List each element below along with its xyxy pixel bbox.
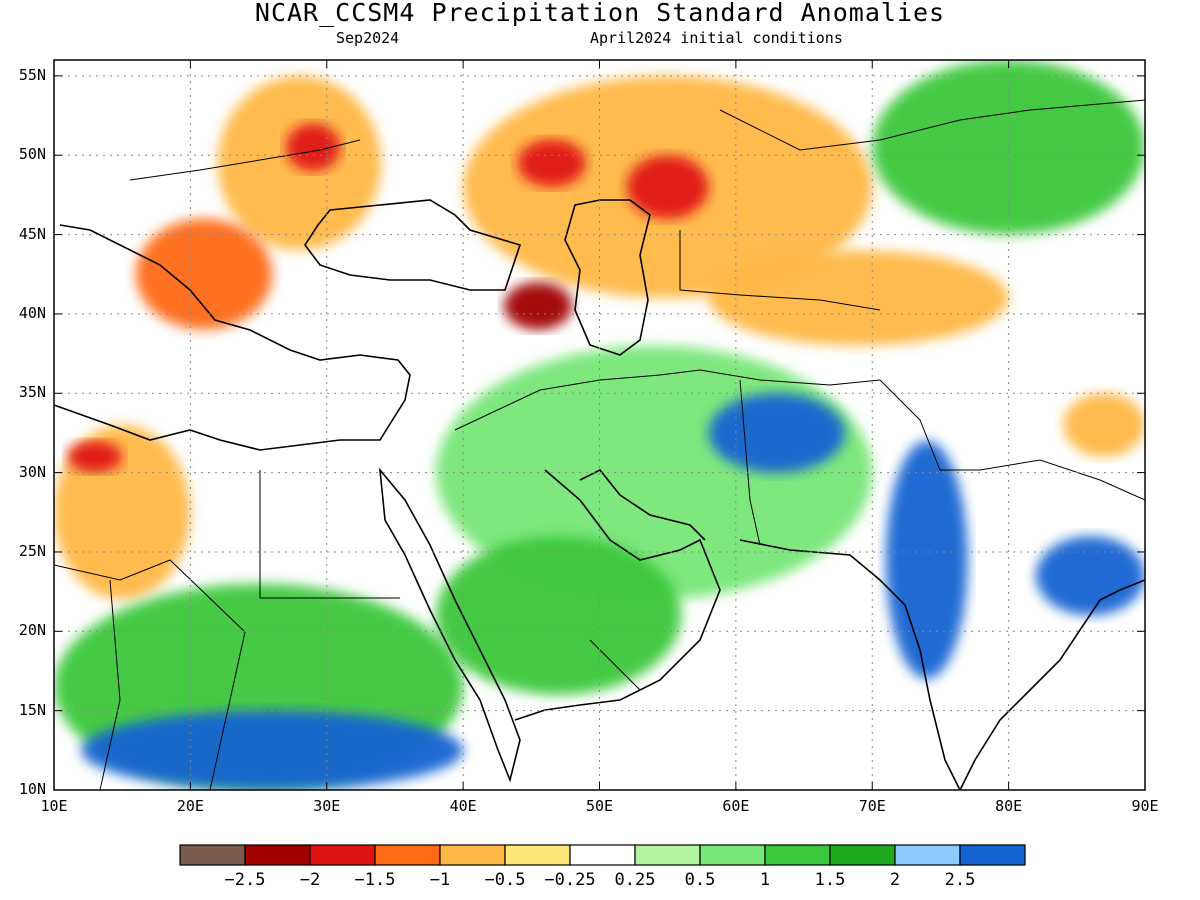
anomaly-region-china-dry [1063,393,1145,457]
lat-label: 20N [18,621,46,640]
colorbar [179,844,1026,866]
lat-label: 50N [18,145,46,164]
colorbar-swatch [374,844,441,866]
colorbar-swatch [504,844,571,866]
anomaly-region-caucasus-dry-core [504,282,573,330]
anomaly-region-volga-dry-core [517,139,586,187]
anomaly-region-central-asia-dry [708,250,1009,346]
colorbar-label: −2.5 [224,870,266,890]
lat-label: 10N [18,780,46,798]
anomaly-region-bengal-wet [1035,536,1145,616]
colorbar-swatch [179,844,246,866]
lon-label: 90E [1131,797,1159,815]
anomaly-region-sahel-wet-core [81,710,464,790]
colorbar-swatch [569,844,636,866]
colorbar-label: −1.5 [354,870,396,890]
lat-label: 45N [18,224,46,243]
anomaly-region-kazakh-dry-core [626,155,709,219]
lon-label: 50E [585,797,614,815]
border-layer [54,99,1145,790]
anomaly-region-siberia-wet [872,60,1145,235]
lat-label: 25N [18,541,46,560]
colorbar-swatch [829,844,896,866]
anomaly-region-libya-dry-core [67,440,123,473]
coastline-layer [54,199,1145,790]
lon-label: 10E [40,797,68,815]
colorbar-swatch [959,844,1026,866]
lon-label: 40E [449,797,477,815]
anomaly-region-india-wet [885,440,968,679]
anomaly-region-balkans-dry [135,218,273,330]
lon-label: 20E [176,797,204,815]
colorbar-label: 0.25 [614,870,656,890]
lat-label: 15N [18,700,46,719]
colorbar-label: 0.5 [684,870,716,890]
colorbar-swatch [309,844,376,866]
colorbar-label: −1 [429,870,451,890]
lon-label: 70E [858,797,886,815]
lat-label: 55N [18,65,46,84]
colorbar-swatch [439,844,506,866]
axis-ticks [53,60,1146,791]
lat-label: 30N [18,462,46,481]
colorbar-swatch [634,844,701,866]
colorbar-label: 1 [759,870,771,890]
anomaly-region-saudi-wet [435,536,682,695]
colorbar-label: 1.5 [814,870,846,890]
colorbar-swatch [244,844,311,866]
lat-label: 35N [18,383,46,402]
colorbar-swatch [764,844,831,866]
anomaly-region-pakistan-wet [708,393,845,473]
lon-label: 80E [995,797,1023,815]
lon-label: 60E [722,797,750,815]
lon-label: 30E [313,797,341,815]
colorbar-label: 2.5 [944,870,976,890]
lat-label: 40N [18,303,46,322]
colorbar-swatch [894,844,961,866]
forecast-month: Sep2024 [336,29,400,47]
initial-conditions: April2024 initial conditions [590,29,843,47]
colorbar-label: −0.5 [484,870,526,890]
colorbar-label: −2 [299,870,321,890]
colorbar-label: 2 [889,870,901,890]
colorbar-swatch [699,844,766,866]
chart-title: NCAR_CCSM4 Precipitation Standard Anomal… [254,0,946,27]
colorbar-label: −0.25 [544,870,596,890]
